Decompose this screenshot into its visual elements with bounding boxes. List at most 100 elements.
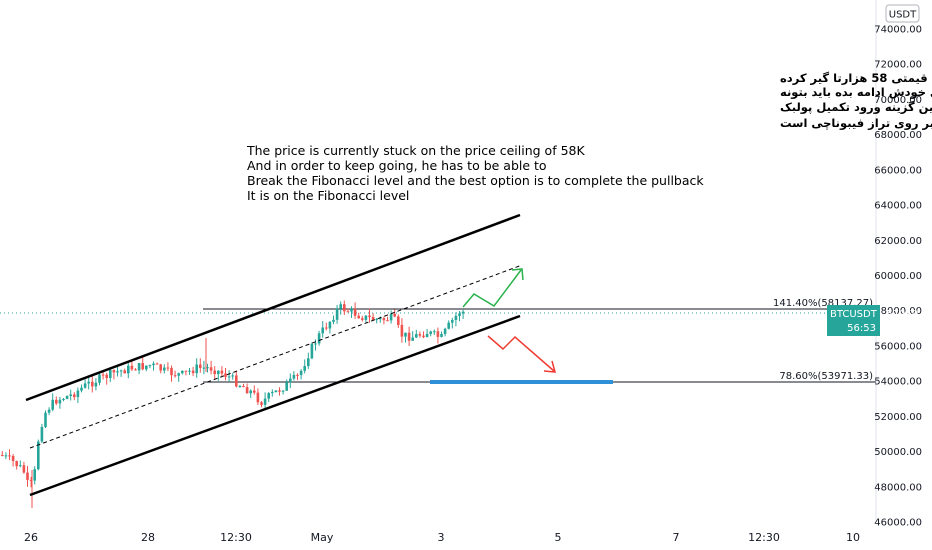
candle-body	[220, 370, 224, 374]
candle-body	[19, 465, 22, 467]
candle-body	[447, 322, 450, 329]
bearish-projection-arrow[interactable]	[487, 335, 557, 373]
fib-label-786: 78.60%(53971.33)	[779, 371, 873, 382]
candle-body	[184, 370, 188, 372]
candle-body	[379, 318, 382, 320]
candle-body	[415, 334, 418, 338]
candle-body	[127, 365, 130, 374]
candle-body	[433, 331, 436, 333]
y-tick-label: 70000.00	[874, 95, 922, 106]
candle-body	[47, 409, 51, 413]
candle-body	[281, 390, 285, 392]
candle-body	[339, 304, 342, 309]
channel-lower-line[interactable]	[29, 314, 521, 497]
candle-body	[109, 369, 112, 378]
channel-upper-line[interactable]	[25, 213, 521, 402]
candle-body	[159, 364, 162, 371]
x-tick-label: 3	[438, 531, 445, 544]
candle-body	[368, 315, 371, 318]
candle-body	[40, 426, 44, 442]
candle-body	[55, 399, 58, 404]
annotation-en-line-3: Break the Fibonacci level and the best o…	[247, 173, 704, 188]
y-tick-label: 62000.00	[874, 236, 922, 247]
y-axis-ticks: 74000.00 72000.00 70000.00 68000.00 66000.00…	[874, 25, 922, 529]
candle-body	[80, 387, 83, 391]
candle-body	[389, 313, 393, 321]
candle-body	[152, 363, 155, 366]
candle-body	[141, 363, 144, 370]
candle-body	[361, 318, 364, 320]
candle-body	[289, 378, 292, 383]
candle-body	[422, 335, 425, 338]
candle-body	[33, 469, 36, 481]
candle-body	[443, 328, 447, 334]
candle-body	[137, 363, 141, 371]
countdown-label: 56:53	[847, 323, 876, 334]
y-tick-label: 52000.00	[874, 412, 922, 423]
candle-body	[163, 367, 166, 371]
candle-body	[278, 390, 281, 392]
candle-body	[87, 381, 90, 384]
y-tick-label: 58000.00	[874, 306, 922, 317]
x-tick-label: 28	[141, 531, 155, 544]
candle-body	[454, 315, 458, 320]
candle-body	[451, 319, 454, 323]
candle-body	[191, 370, 195, 374]
annotation-english[interactable]: The price is currently stuck on the pric…	[246, 143, 704, 203]
y-tick-label: 56000.00	[874, 341, 922, 352]
candle-body	[242, 385, 245, 388]
candle-body	[116, 371, 119, 373]
candle-body	[170, 367, 173, 376]
x-tick-label: 10	[846, 531, 860, 544]
candle-body	[346, 311, 350, 313]
y-tick-label: 74000.00	[874, 25, 922, 36]
candle-body	[58, 399, 62, 404]
candle-body	[375, 319, 378, 321]
currency-badge[interactable]: USDT	[885, 4, 920, 23]
candle-body	[217, 370, 220, 374]
candle-body	[130, 365, 134, 370]
bullish-projection-arrow[interactable]	[462, 268, 524, 308]
candle-body	[213, 370, 216, 374]
candle-body	[195, 364, 198, 374]
x-tick-label: 7	[673, 531, 680, 544]
annotation-en-line-1: The price is currently stuck on the pric…	[246, 143, 585, 158]
candle-body	[227, 376, 231, 378]
candle-body	[245, 387, 249, 394]
annotation-fa-line-4: بر روی تراز فیبوناچی است	[780, 116, 932, 131]
candle-body	[418, 334, 422, 336]
candle-body	[155, 363, 159, 365]
candle-body	[317, 333, 321, 344]
candle-body	[206, 367, 209, 369]
candle-body	[101, 374, 105, 376]
candle-body	[371, 317, 375, 320]
candle-body	[314, 343, 317, 345]
candle-body	[260, 402, 263, 405]
annotation-persian[interactable]: قیمت در حال حاضر بر روی سقف قیمتی 58 هزا…	[780, 71, 932, 131]
channel-median-line[interactable]	[29, 264, 523, 449]
candle-body	[299, 370, 303, 375]
y-tick-label: 54000.00	[874, 377, 922, 388]
candle-body	[303, 366, 306, 371]
candle-body	[296, 374, 299, 376]
x-tick-label: 26	[24, 531, 38, 544]
candle-body	[209, 367, 213, 371]
candle-body	[177, 373, 180, 376]
candle-body	[188, 370, 191, 372]
candle-body	[440, 333, 443, 337]
candle-body	[29, 479, 33, 481]
last-price-label: BTCUSDT · 57960.08	[830, 309, 932, 320]
candle-body	[393, 313, 396, 317]
candle-body	[253, 390, 256, 393]
candle-body	[8, 455, 11, 457]
y-tick-label: 64000.00	[874, 201, 922, 212]
candle-body	[181, 370, 184, 374]
candle-body	[235, 375, 238, 387]
candle-body	[411, 337, 414, 341]
candle-body	[350, 308, 353, 312]
candle-body	[382, 318, 386, 321]
last-price-tag[interactable]: BTCUSDT · 57960.08 56:53	[827, 305, 932, 336]
candle-body	[310, 343, 314, 359]
